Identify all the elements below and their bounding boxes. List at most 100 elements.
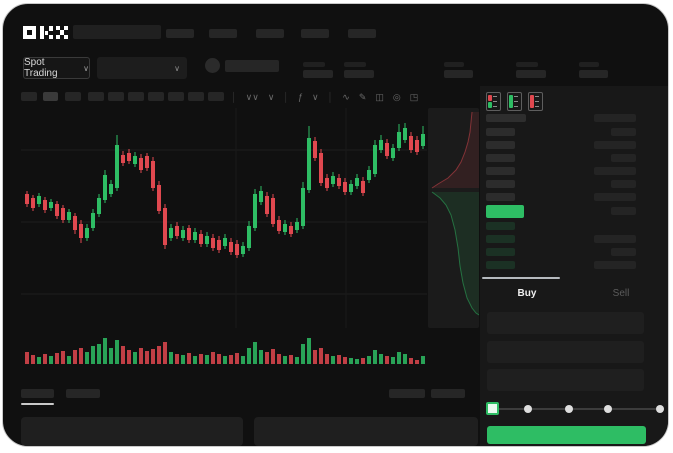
- draw-tool-icon[interactable]: ✎: [358, 91, 367, 102]
- orderbook-amount: [611, 248, 636, 256]
- divider: │: [327, 91, 334, 102]
- book-buys-icon[interactable]: [507, 92, 522, 111]
- nav-item-placeholder[interactable]: [256, 29, 284, 38]
- orderbook-price[interactable]: [486, 222, 515, 230]
- timeframe-item[interactable]: [21, 92, 37, 101]
- volume-bar: [31, 355, 35, 364]
- market-type-selector[interactable]: Spot Trading ∨: [23, 57, 90, 79]
- nav-item-placeholder[interactable]: [301, 29, 329, 38]
- depth-bids-line: [431, 191, 480, 316]
- candle-body: [229, 242, 233, 252]
- volume-bar: [199, 354, 203, 364]
- volume-bar: [277, 354, 281, 364]
- stat-value-placeholder: [579, 70, 608, 78]
- candle-body: [151, 161, 155, 188]
- tab-buy[interactable]: Buy: [517, 287, 537, 299]
- chevron-down-icon[interactable]: ∨: [312, 91, 319, 102]
- timeframe-item[interactable]: [168, 92, 184, 101]
- volume-bar: [355, 359, 359, 364]
- orderbook-price[interactable]: [486, 167, 515, 175]
- price-input[interactable]: [487, 312, 644, 334]
- volume-bar: [151, 349, 155, 364]
- candle-body: [73, 216, 77, 230]
- nav-item-placeholder[interactable]: [209, 29, 237, 38]
- tab-sell[interactable]: Sell: [612, 287, 630, 299]
- volume-bar: [73, 350, 77, 364]
- chevron-down-icon[interactable]: ∨: [267, 91, 275, 102]
- coin-avatar: [205, 58, 220, 73]
- bottom-action-placeholder[interactable]: [389, 389, 425, 398]
- last-price-highlight[interactable]: [486, 205, 524, 218]
- timeframe-item[interactable]: [65, 92, 81, 101]
- total-input[interactable]: [487, 369, 644, 391]
- timeframe-item[interactable]: [128, 92, 144, 101]
- line-tool-icon[interactable]: ∿: [342, 91, 350, 102]
- orderbook-price[interactable]: [486, 235, 515, 243]
- snapshot-icon[interactable]: ◫: [375, 91, 384, 102]
- candle-body: [181, 230, 185, 238]
- slider-step-dot[interactable]: [524, 405, 532, 413]
- orderbook-amount: [611, 180, 636, 188]
- nav-item-placeholder[interactable]: [166, 29, 194, 38]
- candle-interval-icon[interactable]: ∨∨: [245, 91, 259, 102]
- amount-slider-track[interactable]: [490, 408, 656, 410]
- orderbook-amount: [594, 193, 636, 201]
- orderbook-amount: [594, 261, 636, 269]
- candle-body: [187, 228, 191, 240]
- bottom-tab-active[interactable]: [21, 389, 54, 398]
- orderbook-view-toggles: [486, 92, 543, 111]
- volume-bar: [85, 352, 89, 364]
- pair-name-placeholder: [225, 60, 279, 72]
- candle-body: [403, 128, 407, 140]
- candle-body: [367, 170, 371, 180]
- orderbook-price[interactable]: [486, 248, 515, 256]
- candle-body: [331, 176, 335, 184]
- orderbook-price[interactable]: [486, 193, 515, 201]
- bottom-action-placeholder[interactable]: [431, 389, 465, 398]
- timeframe-item[interactable]: [148, 92, 164, 101]
- depth-chart[interactable]: [428, 108, 480, 328]
- stat-value-placeholder: [303, 70, 333, 78]
- slider-step-dot[interactable]: [656, 405, 664, 413]
- fullscreen-icon[interactable]: ◳: [409, 91, 419, 102]
- timeframe-item[interactable]: [208, 92, 224, 101]
- amount-slider-handle[interactable]: [486, 402, 499, 415]
- buy-submit-button[interactable]: [487, 426, 646, 444]
- nav-item-placeholder[interactable]: [348, 29, 376, 38]
- pair-dropdown[interactable]: ∨: [97, 57, 187, 79]
- orderbook-price[interactable]: [486, 261, 515, 269]
- volume-bar: [265, 352, 269, 364]
- candle-body: [289, 226, 293, 234]
- volume-bar: [373, 350, 377, 364]
- candle-body: [373, 145, 377, 174]
- orderbook-price[interactable]: [486, 141, 515, 149]
- book-sells-icon[interactable]: [528, 92, 543, 111]
- volume-bar: [361, 358, 365, 364]
- candle-body: [139, 158, 143, 170]
- okx-logo[interactable]: [23, 26, 69, 40]
- book-combined-icon[interactable]: [486, 92, 501, 111]
- volume-bar: [379, 354, 383, 364]
- settings-icon[interactable]: ◎: [392, 91, 401, 102]
- volume-bar: [295, 357, 299, 364]
- timeframe-item[interactable]: [188, 92, 204, 101]
- chart-toolbar-icons: │ ∨∨ ∨ │ ƒ ∨ │ ∿ ✎ ◫ ◎ ◳: [231, 88, 418, 106]
- slider-step-dot[interactable]: [565, 405, 573, 413]
- timeframe-item[interactable]: [88, 92, 104, 101]
- orderbook-price[interactable]: [486, 180, 515, 188]
- orderbook-price[interactable]: [486, 154, 515, 162]
- orderbook-price[interactable]: [486, 128, 515, 136]
- candle-body: [133, 156, 137, 164]
- orderbook-price[interactable]: [486, 114, 526, 122]
- candlestick-chart[interactable]: [21, 108, 427, 366]
- timeframe-item[interactable]: [108, 92, 124, 101]
- bottom-tab[interactable]: [66, 389, 100, 398]
- volume-bar: [313, 350, 317, 364]
- indicators-icon[interactable]: ƒ: [298, 91, 304, 102]
- timeframe-item-active[interactable]: [43, 92, 58, 101]
- orderbook-amount: [611, 128, 636, 136]
- amount-input[interactable]: [487, 341, 644, 363]
- slider-step-dot[interactable]: [604, 405, 612, 413]
- candle-body: [253, 194, 257, 228]
- candle-body: [295, 222, 299, 230]
